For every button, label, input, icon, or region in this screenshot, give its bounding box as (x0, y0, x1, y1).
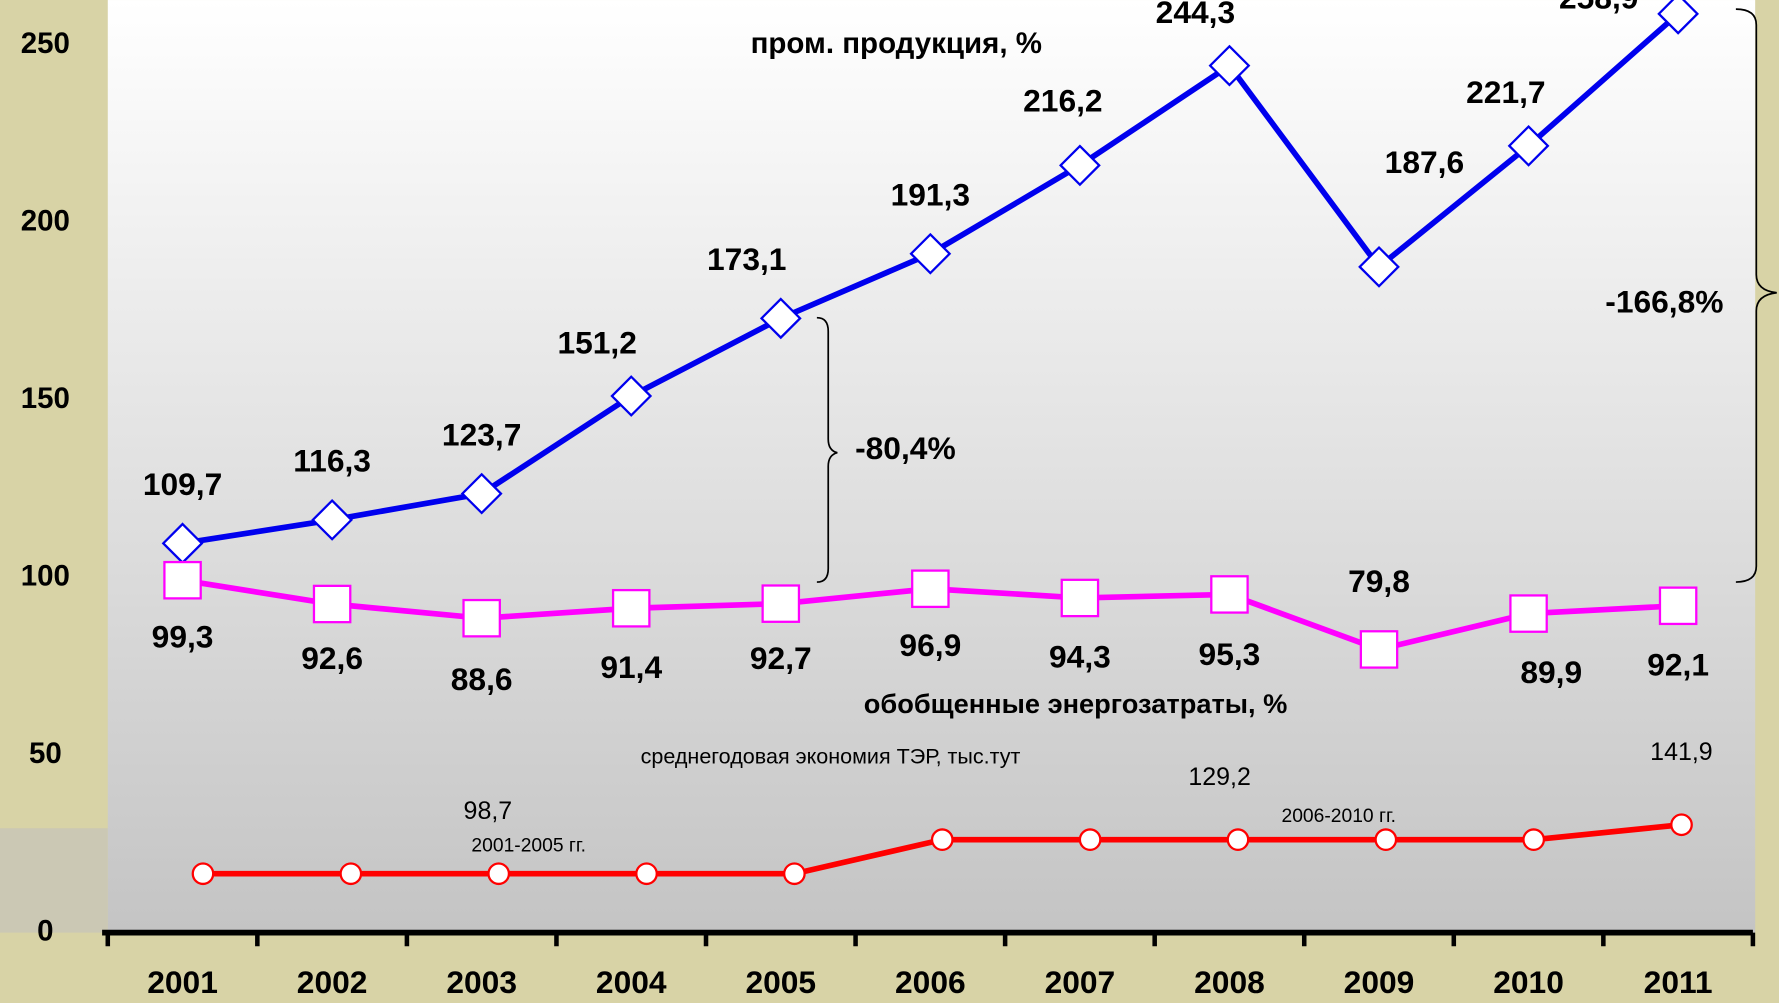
data-label: 92,7 (750, 640, 812, 676)
marker (635, 862, 658, 886)
marker (759, 297, 802, 340)
marker (460, 472, 503, 515)
data-label: 89,9 (1520, 654, 1582, 690)
x-tick-label: 2007 (1045, 964, 1116, 1000)
annotation: 2006-2010 гг. (1282, 806, 1397, 827)
x-tick-label: 2005 (745, 964, 816, 1000)
marker (930, 828, 954, 851)
data-label: 244,3 (1156, 0, 1235, 30)
data-label: 95,3 (1199, 636, 1261, 672)
data-label: 173,1 (707, 241, 786, 277)
data-label: 191,3 (891, 176, 970, 212)
data-label: 187,6 (1385, 144, 1464, 180)
marker (909, 232, 952, 275)
series-label: пром. продукция, % (751, 27, 1042, 60)
marker (1208, 44, 1251, 87)
x-tick-label: 2010 (1493, 964, 1564, 1000)
marker (163, 560, 202, 600)
marker (311, 499, 354, 541)
marker (191, 862, 215, 886)
marker (1658, 586, 1698, 626)
data-label: 92,6 (301, 640, 363, 676)
left-strip (0, 828, 108, 933)
marker (462, 598, 501, 638)
marker (1670, 813, 1693, 837)
data-label: 216,2 (1023, 82, 1102, 118)
data-label: 258,9 (1559, 0, 1638, 16)
x-tick-label: 2008 (1194, 964, 1265, 1000)
plot-area (107, 0, 1756, 933)
marker (487, 862, 511, 886)
marker (783, 862, 806, 886)
data-label: 151,2 (557, 324, 636, 360)
data-label: 79,8 (1348, 563, 1410, 599)
y-tick-label: 200 (21, 205, 70, 238)
marker (1059, 144, 1101, 187)
marker (911, 569, 950, 609)
marker (611, 588, 651, 628)
y-tick-label: 50 (29, 737, 62, 770)
brace (816, 316, 838, 583)
x-tick-label: 2011 (1644, 964, 1713, 1000)
marker (761, 584, 801, 623)
brace (1735, 8, 1777, 583)
annotation: 141,9 (1650, 738, 1712, 766)
marker (1509, 594, 1548, 633)
marker (312, 584, 352, 624)
marker (610, 375, 653, 417)
marker (1060, 578, 1100, 618)
marker (1210, 575, 1249, 614)
data-label: 123,7 (442, 416, 521, 452)
marker (1226, 828, 1250, 851)
marker (1358, 245, 1400, 288)
series-label: среднегодовая экономия ТЭР, тыс.тут (641, 744, 1021, 769)
annotation: -80,4% (855, 430, 956, 466)
marker (1078, 828, 1102, 851)
marker (1507, 124, 1550, 167)
data-label: 96,9 (899, 627, 961, 663)
annotation: 129,2 (1188, 763, 1250, 791)
x-tick-label: 2002 (297, 964, 368, 1000)
annotation: 2001-2005 гг. (471, 836, 586, 857)
data-label: 221,7 (1466, 74, 1545, 110)
x-tick-label: 2003 (446, 964, 517, 1000)
data-label: 91,4 (600, 649, 662, 685)
x-tick-label: 2004 (596, 964, 667, 1000)
marker (1657, 0, 1700, 35)
x-tick-label: 2006 (895, 964, 966, 1000)
annotation: -166,8% (1605, 283, 1723, 319)
x-tick-label: 2009 (1344, 964, 1415, 1000)
data-label: 92,1 (1647, 646, 1709, 682)
data-label: 88,6 (451, 661, 513, 697)
marker (1522, 828, 1546, 851)
y-tick-label: 250 (21, 27, 70, 60)
data-label: 94,3 (1049, 639, 1111, 675)
marker (339, 862, 363, 886)
marker (1374, 828, 1398, 851)
y-tick-label: 0 (37, 914, 53, 947)
y-tick-label: 100 (21, 560, 70, 593)
data-label: 109,7 (143, 466, 222, 502)
x-tick-label: 2001 (147, 964, 218, 1000)
y-tick-label: 150 (21, 382, 70, 415)
data-label: 99,3 (152, 619, 214, 655)
series-label: обобщенные энергозатраты, % (864, 688, 1288, 719)
marker (1359, 630, 1399, 669)
annotation: 98,7 (464, 797, 513, 825)
data-label: 116,3 (293, 443, 371, 479)
